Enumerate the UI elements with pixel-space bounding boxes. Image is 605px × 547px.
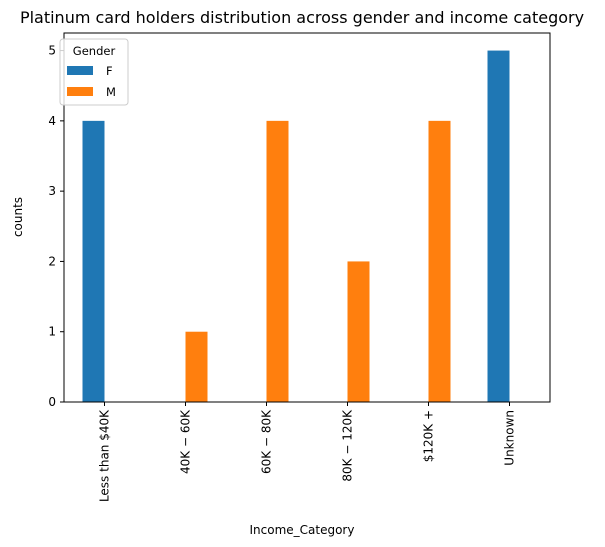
x-axis-ticks: Less than $40K 40K − 60K 60K − 80K 80K − 12… [98,402,517,502]
bar-f-0 [82,120,105,402]
chart-title: Platinum card holders distribution acros… [20,8,584,27]
plot-area: 0 1 2 3 4 5 Less than $40K 40K − 60K 60K − 80K 8… [48,32,551,502]
y-tick-label: 4 [48,114,56,128]
bar-m-3 [347,261,370,402]
plot-frame [63,32,551,403]
legend-title: Gender [73,44,116,58]
legend-swatch-f [67,66,93,75]
x-axis-label: Income_Category [250,523,355,537]
legend-swatch-m [67,87,93,96]
x-tick-label: 60K − 80K [260,409,274,474]
y-tick-label: 2 [48,254,56,268]
bar-f-5 [487,50,510,402]
x-tick-label: 80K − 120K [341,409,355,482]
bars-layer [82,50,510,402]
bar-m-4 [428,120,451,402]
y-tick-label: 1 [48,325,56,339]
bar-m-2 [266,120,289,402]
legend-label-m: M [106,85,116,99]
y-tick-label: 5 [48,44,56,58]
y-axis-label: counts [11,197,25,237]
x-tick-label: 40K − 60K [179,409,193,474]
y-tick-label: 0 [48,395,56,409]
x-tick-label: Unknown [503,410,517,466]
legend-label-f: F [106,64,113,78]
x-tick-label: $120K + [422,410,436,462]
legend: Gender F M [59,38,129,106]
bar-m-1 [185,331,208,402]
x-tick-label: Less than $40K [98,409,112,502]
y-axis-ticks: 0 1 2 3 4 5 [48,44,64,409]
y-tick-label: 3 [48,184,56,198]
